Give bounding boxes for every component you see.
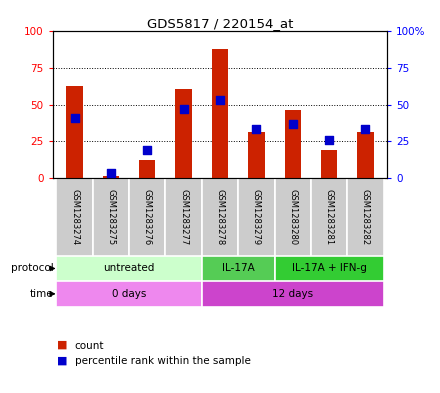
Text: GSM1283278: GSM1283278 [216,189,224,245]
Bar [56,178,93,256]
Bar [311,178,347,256]
Text: 0 days: 0 days [112,289,147,299]
Text: IL-17A: IL-17A [222,263,255,274]
Point [107,170,114,176]
Point [180,106,187,112]
Text: percentile rank within the sample: percentile rank within the sample [75,356,251,366]
Text: ■: ■ [57,340,68,350]
Point [253,126,260,132]
Text: count: count [75,341,104,351]
Bar [56,256,202,281]
Bar [275,256,384,281]
Text: ■: ■ [57,356,68,365]
Text: GSM1283282: GSM1283282 [361,189,370,245]
Bar [347,178,384,256]
Bar [321,150,337,178]
Text: GSM1283280: GSM1283280 [288,189,297,245]
Text: 12 days: 12 days [272,289,313,299]
Point [71,115,78,121]
Bar [139,160,155,178]
Bar [202,281,384,307]
Bar [202,256,275,281]
Point [326,137,333,143]
Text: GSM1283277: GSM1283277 [179,189,188,245]
Text: GSM1283281: GSM1283281 [325,189,334,245]
Bar [212,49,228,178]
Bar [56,281,202,307]
Point [362,126,369,132]
Bar [202,178,238,256]
Text: GSM1283275: GSM1283275 [106,189,115,245]
Bar [93,178,129,256]
Bar [357,132,374,178]
Text: protocol: protocol [11,263,54,274]
Text: GSM1283279: GSM1283279 [252,189,261,245]
Point [216,97,224,103]
Text: GSM1283276: GSM1283276 [143,189,152,245]
Bar [103,176,119,178]
Text: IL-17A + IFN-g: IL-17A + IFN-g [292,263,367,274]
Text: GSM1283274: GSM1283274 [70,189,79,245]
Bar [165,178,202,256]
Bar [66,86,83,178]
Title: GDS5817 / 220154_at: GDS5817 / 220154_at [147,17,293,30]
Bar [248,132,264,178]
Text: untreated: untreated [103,263,155,274]
Bar [176,88,192,178]
Bar [275,178,311,256]
Bar [238,178,275,256]
Point [144,147,151,153]
Bar [285,110,301,178]
Text: time: time [30,289,54,299]
Point [289,121,296,127]
Bar [129,178,165,256]
